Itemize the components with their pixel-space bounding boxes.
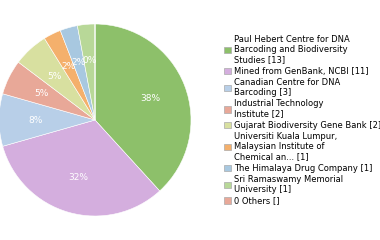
Wedge shape (0, 94, 95, 146)
Legend: Paul Hebert Centre for DNA
Barcoding and Biodiversity
Studies [13], Mined from G: Paul Hebert Centre for DNA Barcoding and… (224, 35, 380, 205)
Text: 5%: 5% (35, 89, 49, 98)
Wedge shape (44, 30, 95, 120)
Wedge shape (78, 24, 95, 120)
Wedge shape (60, 26, 95, 120)
Text: 2%: 2% (71, 58, 86, 67)
Wedge shape (18, 38, 95, 120)
Wedge shape (3, 62, 95, 120)
Text: 0%: 0% (82, 56, 97, 65)
Text: 8%: 8% (28, 115, 43, 125)
Text: 5%: 5% (48, 72, 62, 81)
Text: 32%: 32% (69, 173, 89, 182)
Text: 2%: 2% (61, 62, 76, 71)
Wedge shape (95, 24, 191, 191)
Wedge shape (3, 120, 160, 216)
Text: 38%: 38% (141, 94, 161, 103)
